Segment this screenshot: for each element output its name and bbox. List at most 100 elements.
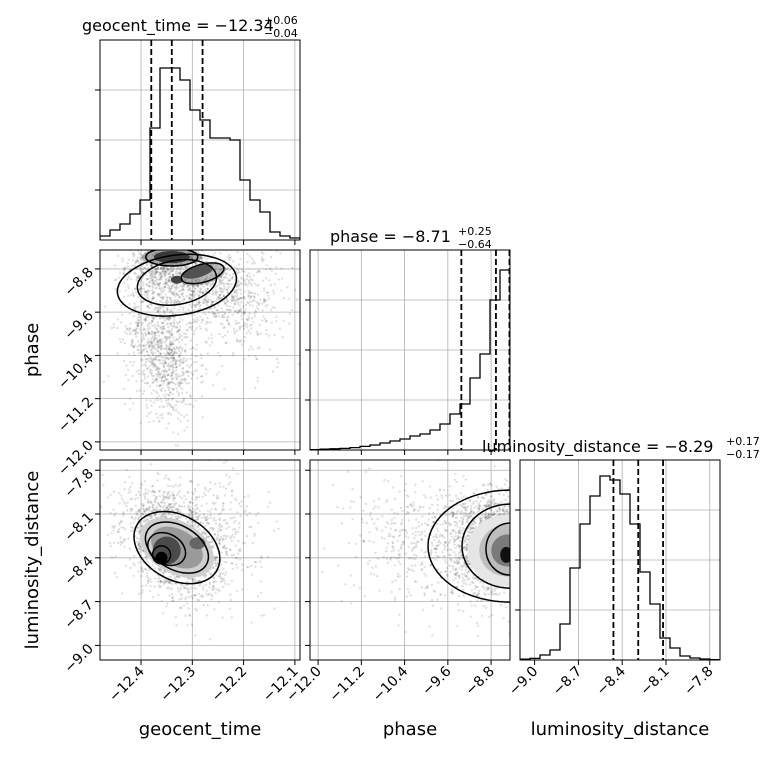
scatter-point xyxy=(172,506,175,509)
scatter-point xyxy=(171,596,174,599)
scatter-point xyxy=(232,353,235,357)
scatter-point xyxy=(164,354,168,358)
scatter-point xyxy=(156,340,160,343)
contour-line xyxy=(136,258,218,306)
scatter-point xyxy=(143,337,146,341)
scatter-point xyxy=(184,598,187,601)
scatter-point xyxy=(136,277,139,280)
scatter-point xyxy=(151,354,155,357)
scatter-point xyxy=(159,384,162,387)
scatter-point xyxy=(220,525,224,528)
scatter-point xyxy=(180,583,183,586)
scatter-point xyxy=(146,381,150,385)
scatter-point xyxy=(209,572,212,575)
scatter-point xyxy=(256,376,259,379)
scatter-point xyxy=(205,372,208,376)
scatter-point xyxy=(156,307,160,310)
scatter-point xyxy=(160,274,163,278)
scatter-point xyxy=(151,298,155,301)
scatter-point xyxy=(137,321,140,324)
scatter-point xyxy=(252,321,255,324)
scatter-point xyxy=(130,508,133,511)
scatter-point xyxy=(217,304,220,307)
scatter-point xyxy=(145,508,148,511)
scatter-point xyxy=(148,505,151,509)
scatter-point xyxy=(192,333,196,336)
scatter-point xyxy=(277,527,280,530)
scatter-point xyxy=(149,264,153,267)
scatter-point xyxy=(158,586,162,589)
scatter-point xyxy=(195,321,198,324)
scatter-point xyxy=(171,291,174,294)
scatter-point xyxy=(208,592,211,595)
scatter-point xyxy=(155,412,158,415)
scatter-point xyxy=(240,315,243,318)
scatter-point xyxy=(170,332,173,335)
scatter-point xyxy=(201,363,204,367)
scatter-point xyxy=(150,371,153,375)
scatter-point xyxy=(233,497,237,500)
scatter-point xyxy=(130,508,134,511)
scatter-point xyxy=(101,473,104,477)
scatter-point xyxy=(190,497,194,500)
scatter-point xyxy=(129,507,132,510)
scatter-point xyxy=(220,529,223,532)
scatter-point xyxy=(128,327,131,330)
scatter-point xyxy=(166,497,170,500)
scatter-point xyxy=(275,320,278,323)
scatter-point xyxy=(164,270,167,273)
scatter-point xyxy=(146,338,150,341)
title-phase-main: phase = −8.71 xyxy=(330,227,451,246)
scatter-point xyxy=(260,256,263,259)
scatter-point xyxy=(132,574,135,577)
scatter-point xyxy=(125,468,128,472)
scatter-point xyxy=(234,532,237,536)
scatter-point xyxy=(152,357,155,360)
scatter-point xyxy=(224,302,227,305)
scatter-point xyxy=(87,541,89,543)
scatter-point xyxy=(161,387,164,390)
scatter-point xyxy=(238,297,241,300)
scatter-point xyxy=(182,584,185,587)
scatter-point xyxy=(162,267,165,271)
scatter-point xyxy=(469,507,473,510)
scatter-point xyxy=(149,361,152,364)
scatter-point xyxy=(172,347,176,350)
scatter-point xyxy=(196,242,198,244)
scatter-point xyxy=(156,323,159,327)
scatter-point xyxy=(184,350,187,354)
scatter-point xyxy=(225,527,228,530)
scatter-point xyxy=(192,292,195,295)
scatter-point xyxy=(151,510,154,513)
scatter-point xyxy=(133,307,136,311)
scatter-point xyxy=(236,311,240,315)
scatter-point xyxy=(166,364,170,367)
scatter-point xyxy=(154,334,157,337)
scatter-point xyxy=(171,310,174,313)
scatter-point xyxy=(522,507,524,509)
scatter-point xyxy=(186,426,189,429)
scatter-point xyxy=(261,319,264,322)
scatter-point xyxy=(165,309,168,312)
scatter-point xyxy=(166,505,169,508)
scatter-point xyxy=(167,368,171,371)
scatter-point xyxy=(181,241,183,243)
scatter-point xyxy=(146,357,149,361)
scatter-point xyxy=(183,415,186,418)
scatter-point xyxy=(139,300,143,303)
scatter-point xyxy=(213,312,216,315)
scatter-point xyxy=(163,316,166,320)
scatter-point xyxy=(155,245,157,247)
scatter-point xyxy=(177,504,180,507)
scatter-point xyxy=(167,381,170,385)
scatter-point xyxy=(179,483,182,486)
scatter-point xyxy=(140,280,143,283)
scatter-point xyxy=(179,351,183,354)
scatter-point xyxy=(151,269,154,273)
scatter-point xyxy=(176,400,179,403)
scatter-point xyxy=(151,319,154,323)
scatter-point xyxy=(159,275,162,279)
scatter-point xyxy=(122,387,126,391)
scatter-point xyxy=(231,295,235,299)
scatter-point xyxy=(152,281,155,284)
